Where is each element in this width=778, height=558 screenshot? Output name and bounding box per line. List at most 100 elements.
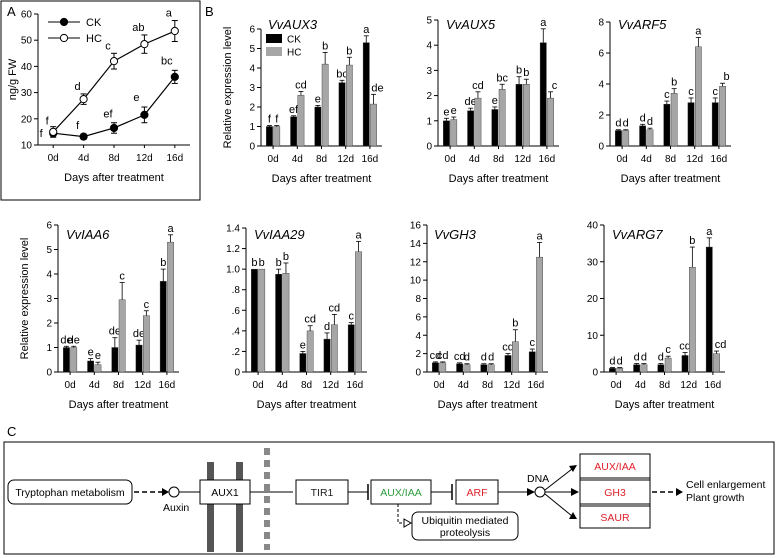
dna-node bbox=[534, 486, 546, 498]
membrane-bar-2 bbox=[236, 462, 243, 552]
a-point-hc bbox=[49, 127, 58, 136]
vviaa6-bar-ck bbox=[63, 347, 70, 373]
vvarf5-bar-hc bbox=[646, 129, 654, 147]
vvaux3-x-axis-label: Days after treatment bbox=[272, 173, 372, 185]
vvgh3-ytick-label: 16 bbox=[410, 221, 422, 232]
vvgh3-ytick-label: 4 bbox=[415, 331, 421, 342]
vviaa29-sig-label: b bbox=[259, 257, 265, 269]
vvarf5-sig-label: d bbox=[615, 118, 621, 130]
a-sig-label: f bbox=[46, 115, 50, 127]
vviaa6-bar-hc bbox=[167, 241, 174, 373]
a-x-axis-label: Days after treatment bbox=[64, 172, 164, 184]
vvarf5-sig-label: c bbox=[713, 86, 719, 98]
vvarg7-xtick-label: 16d bbox=[705, 380, 722, 391]
chart-vvarg7: 0 10 20 30 40 0d 4d 8d 12d 16d Days after treatmen… bbox=[587, 221, 726, 412]
legend-label-ck: CK bbox=[86, 17, 102, 29]
vviaa29-ytick-label: 1.2 bbox=[226, 244, 240, 255]
vviaa29-ytick-label: 1.0 bbox=[226, 265, 240, 276]
vviaa6-ytick-label: 2 bbox=[46, 319, 52, 330]
vvarg7-title: VvARG7 bbox=[612, 227, 663, 242]
vviaa6-bar-ck bbox=[87, 360, 95, 373]
out-saur-label: SAUR bbox=[600, 512, 630, 524]
vvaux5-ytick-label: 1 bbox=[426, 116, 432, 127]
out-auxiaa-label: AUX/IAA bbox=[594, 461, 635, 473]
vvgh3-bar-ck bbox=[432, 362, 439, 373]
vvaux3-sig-label: de bbox=[371, 82, 383, 94]
out-auxiaa-node bbox=[579, 453, 651, 479]
vvgh3-title: VvGH3 bbox=[434, 227, 477, 242]
a-xtick-label: 12d bbox=[136, 153, 153, 164]
vvaux3-sig-label: e bbox=[315, 93, 321, 105]
vvarg7-ytick-label: 20 bbox=[587, 294, 599, 305]
vvgh3-ytick-label: 10 bbox=[410, 276, 422, 287]
vvaux3-xtick-label: 12d bbox=[337, 154, 354, 165]
vvaux5-bar-ck bbox=[539, 42, 547, 147]
vvaux5-sig-label: de bbox=[465, 96, 477, 108]
vviaa29-ytick-label: .2 bbox=[232, 347, 241, 358]
vviaa29-bar-hc bbox=[258, 268, 266, 373]
vvaux5-sig-label: cd bbox=[472, 80, 484, 92]
vvgh3-xtick-label: 12d bbox=[503, 380, 520, 391]
arf-node bbox=[455, 479, 499, 505]
vviaa29-ytick-label: 1.4 bbox=[226, 224, 240, 235]
vvaux5-ytick-label: 4 bbox=[426, 41, 432, 52]
tir1-label: TIR1 bbox=[311, 487, 334, 499]
vviaa6-xtick-label: 4d bbox=[89, 380, 100, 391]
panel-b-label: B bbox=[205, 4, 214, 19]
vvaux3-ytick-label: 0 bbox=[249, 142, 255, 153]
vviaa29-bar-ck bbox=[299, 353, 307, 373]
legend-marker-hc bbox=[59, 33, 69, 43]
result-label-2: Plant growth bbox=[686, 492, 745, 504]
vviaa29-ytick-label: .6 bbox=[232, 306, 241, 317]
a-point-ck bbox=[109, 123, 119, 133]
legend-label-hc: HC bbox=[287, 48, 301, 59]
a-point-ck bbox=[79, 132, 88, 141]
vviaa29-xtick-label: 8d bbox=[301, 380, 312, 391]
a-legend: CK HC bbox=[48, 17, 102, 45]
vviaa6-ytick-label: 3 bbox=[46, 294, 52, 305]
vvarg7-sig-label: d bbox=[641, 352, 647, 364]
vvaux5-xtick-label: 4d bbox=[469, 154, 480, 165]
vviaa29-bar-hc bbox=[306, 330, 314, 373]
vvgh3-sig-label: cd bbox=[502, 342, 514, 354]
vvgh3-ytick-label: 8 bbox=[415, 294, 421, 305]
vviaa29-bar-hc bbox=[355, 251, 362, 373]
ubiquitin-arrow-head bbox=[403, 518, 413, 528]
vviaa29-sig-label: b bbox=[276, 257, 282, 269]
vviaa6-ytick-label: 4 bbox=[46, 270, 52, 281]
vviaa6-bar-hc bbox=[118, 299, 126, 373]
a-point-hc bbox=[79, 95, 88, 104]
vviaa29-sig-label: b bbox=[251, 257, 257, 269]
vvarf5-sig-label: a bbox=[695, 26, 702, 38]
vvgh3-xtick-label: 0d bbox=[434, 380, 445, 391]
vviaa6-xtick-label: 16d bbox=[159, 380, 176, 391]
arrow-trp-auxin-head bbox=[162, 488, 169, 496]
vvaux5-sig-label: b bbox=[516, 65, 522, 77]
vviaa6-y-axis-label: Relative expression level bbox=[19, 238, 31, 360]
vvarf5-title: VvARF5 bbox=[618, 17, 667, 32]
vviaa6-ytick-label: 5 bbox=[46, 245, 52, 256]
vvarf5-xtick-label: 12d bbox=[686, 154, 703, 165]
a-sig-label: a bbox=[166, 8, 173, 20]
vvgh3-ytick-label: 0 bbox=[415, 368, 421, 379]
panel-a-label: A bbox=[7, 4, 16, 19]
vvarf5-bar-hc bbox=[719, 86, 726, 147]
vviaa6-ytick-label: 0 bbox=[46, 368, 52, 379]
vvgh3-sig-label: cd bbox=[437, 350, 449, 362]
vvaux5-bar-ck bbox=[443, 120, 450, 147]
vviaa29-xtick-label: 12d bbox=[322, 380, 339, 391]
vvarg7-xtick-label: 8d bbox=[659, 380, 670, 391]
a-ytick-label: 50 bbox=[21, 36, 33, 47]
legend-swatch-hc bbox=[266, 47, 282, 56]
vvaux3-sig-label: f bbox=[275, 114, 279, 126]
vvaux5-sig-label: b bbox=[523, 67, 529, 79]
a-sig-label: ef bbox=[103, 109, 113, 121]
vvarg7-sig-label: a bbox=[706, 226, 713, 238]
legend-swatch-ck bbox=[266, 34, 282, 43]
auxiaa-label: AUX/IAA bbox=[380, 487, 421, 499]
vviaa29-xtick-label: 4d bbox=[277, 380, 288, 391]
vvgh3-sig-label: d bbox=[481, 352, 487, 364]
vvaux3-xtick-label: 16d bbox=[362, 154, 379, 165]
vviaa6-bar-hc bbox=[142, 315, 150, 373]
